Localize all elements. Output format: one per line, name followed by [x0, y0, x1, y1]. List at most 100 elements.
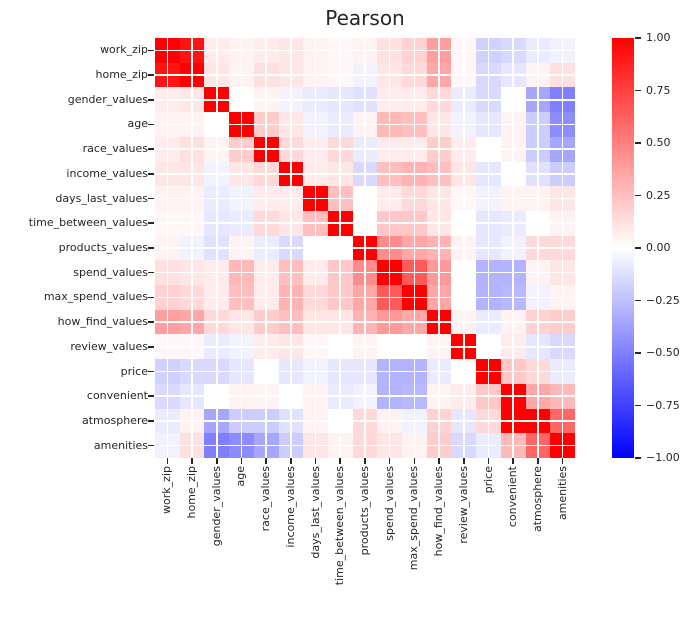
x-tick-label: work_zip [160, 466, 174, 514]
x-tick-mark [240, 458, 243, 464]
x-tick-label: convenient [506, 466, 520, 528]
y-tick-label: gender_values [67, 92, 148, 106]
colorbar-tick-label: 0.75 [646, 83, 671, 97]
y-tick-mark [148, 123, 154, 126]
gridline [155, 271, 575, 274]
colorbar [612, 38, 634, 458]
y-tick-label: max_spend_values [43, 290, 148, 304]
y-tick-mark [148, 420, 154, 422]
colorbar-tick-label: 0.50 [646, 136, 671, 149]
x-tick-label: race_values [259, 466, 273, 532]
colorbar-tick-mark [635, 404, 641, 407]
x-tick-label: home_zip [185, 466, 199, 519]
y-tick-mark [148, 98, 154, 101]
y-tick-label: products_values [58, 241, 148, 254]
x-tick-mark [537, 458, 539, 464]
y-tick-label: time_between_values [28, 216, 148, 230]
gridline [561, 38, 564, 458]
y-tick-label: amenities [93, 438, 148, 452]
colorbar-tick-mark [635, 457, 641, 459]
colorbar-tick-mark [635, 89, 641, 92]
colorbar-tick-label: 0.00 [646, 241, 671, 254]
gridline [155, 321, 575, 323]
x-tick-label: amenities [555, 466, 569, 521]
colorbar-tick-label: −0.75 [646, 398, 680, 412]
gridline [155, 247, 575, 249]
colorbar-tick-label: −0.25 [646, 293, 680, 307]
y-tick-label: how_find_values [57, 315, 148, 329]
gridline [155, 296, 575, 299]
x-tick-label: products_values [358, 466, 371, 556]
x-tick-mark [463, 458, 465, 464]
gridline [155, 395, 575, 398]
x-tick-mark [166, 458, 169, 464]
gridline [438, 38, 440, 458]
x-tick-mark [487, 458, 490, 464]
y-tick-mark [148, 370, 154, 373]
y-tick-mark [148, 444, 154, 447]
y-tick-mark [148, 173, 154, 175]
gridline [155, 346, 575, 348]
colorbar-tick-label: 1.00 [646, 31, 671, 44]
colorbar-tick-label: −0.50 [646, 346, 680, 359]
x-tick-mark [339, 458, 342, 464]
x-tick-label: time_between_values [333, 466, 347, 586]
y-tick-mark [148, 247, 154, 249]
y-tick-label: spend_values [73, 265, 148, 279]
gridline [413, 38, 416, 458]
y-tick-label: convenient [86, 389, 148, 403]
y-tick-mark [148, 74, 154, 76]
y-tick-label: days_last_values [55, 191, 148, 205]
gridline [463, 38, 465, 458]
x-tick-mark [438, 458, 440, 464]
y-tick-mark [148, 222, 154, 225]
x-tick-label: gender_values [209, 466, 223, 547]
x-tick-mark [191, 458, 193, 464]
chart-title: Pearson [325, 6, 405, 30]
x-tick-mark [388, 458, 391, 464]
y-tick-mark [148, 321, 154, 323]
y-tick-mark [148, 296, 154, 299]
y-tick-mark [148, 49, 154, 52]
x-tick-mark [413, 458, 416, 464]
y-tick-label: price [120, 364, 148, 378]
y-tick-mark [148, 148, 154, 150]
y-tick-label: income_values [66, 166, 148, 180]
x-tick-mark [290, 458, 292, 464]
gridline [155, 444, 575, 447]
y-tick-mark [148, 271, 154, 274]
x-tick-label: review_values [456, 466, 470, 544]
gridline [388, 38, 391, 458]
x-tick-label: atmosphere [530, 466, 544, 532]
gridline [512, 38, 515, 458]
colorbar-tick-label: 0.25 [646, 188, 671, 202]
x-tick-label: max_spend_values [407, 466, 421, 571]
colorbar-tick-label: −1.00 [646, 451, 680, 464]
colorbar-tick-mark [635, 194, 641, 197]
y-tick-label: review_values [70, 339, 148, 353]
y-tick-label: race_values [82, 142, 148, 156]
x-tick-label: how_find_values [432, 466, 446, 557]
gridline [487, 38, 490, 458]
colorbar-tick-mark [635, 142, 641, 144]
x-tick-label: spend_values [382, 466, 396, 541]
x-tick-label: price [481, 466, 495, 494]
x-tick-mark [364, 458, 366, 464]
gridline [537, 38, 539, 458]
x-tick-mark [265, 458, 267, 464]
colorbar-tick-mark [635, 247, 641, 249]
colorbar-tick-mark [635, 299, 641, 302]
x-tick-mark [512, 458, 515, 464]
x-tick-label: income_values [283, 466, 297, 548]
y-tick-label: age [127, 117, 149, 131]
gridline [155, 370, 575, 373]
heatmap-plot-area [155, 38, 576, 459]
x-tick-mark [215, 458, 218, 464]
colorbar-tick-mark [635, 352, 641, 354]
x-tick-mark [561, 458, 564, 464]
gridline [155, 420, 575, 422]
y-tick-mark [148, 395, 154, 398]
x-tick-label: age [234, 466, 248, 487]
colorbar-tick-mark [635, 37, 641, 39]
